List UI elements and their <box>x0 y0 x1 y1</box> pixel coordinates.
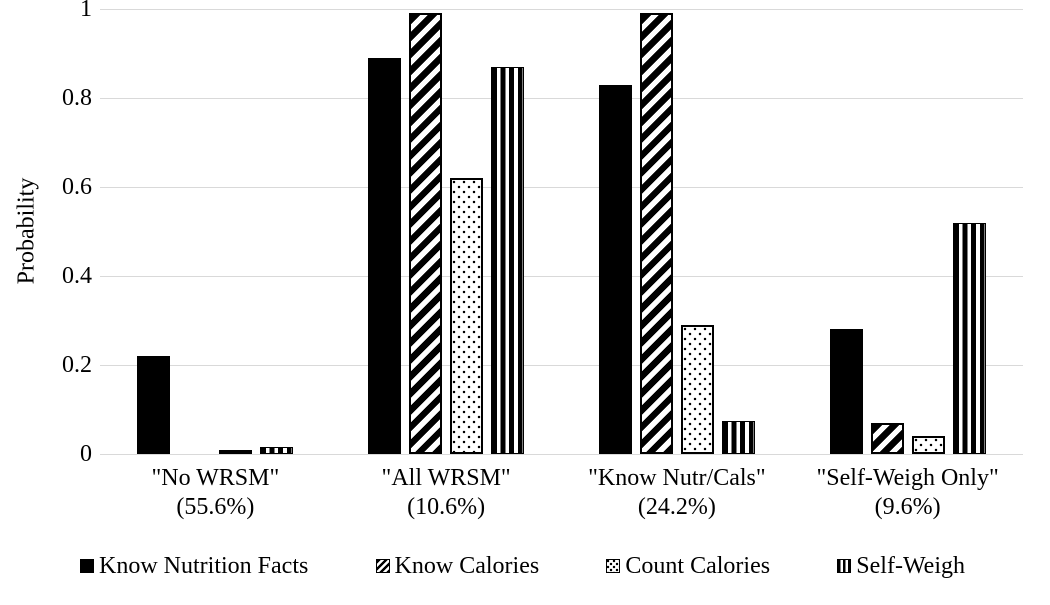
legend-swatch-vertical-stripes <box>837 559 852 573</box>
gridline <box>100 187 1023 188</box>
legend: Know Nutrition Facts Know Calories Count C… <box>80 550 965 582</box>
legend-item-self-weigh: Self-Weigh <box>837 552 965 580</box>
x-category-share: (9.6%) <box>874 494 941 520</box>
bar-count-calories <box>450 178 484 454</box>
bar-know-calories <box>870 422 904 454</box>
y-tick-label: 0.4 <box>62 263 92 289</box>
gridline <box>100 454 1023 455</box>
x-category-name: "All WRSM" <box>381 465 511 491</box>
legend-swatch-diagonal-stripes <box>375 559 390 573</box>
y-tick-label: 1 <box>80 0 92 22</box>
gridline <box>100 9 1023 10</box>
y-axis-title: Probability <box>13 177 40 285</box>
x-category-label: "Know Nutr/Cals" (24.2%) <box>588 464 766 522</box>
gridline <box>100 276 1023 277</box>
legend-swatch-dots <box>606 559 621 573</box>
gridline <box>100 365 1023 366</box>
bar-know-nutrition-facts <box>137 356 171 454</box>
legend-label: Know Calories <box>394 553 540 579</box>
y-tick-label: 0.8 <box>62 85 92 111</box>
bar-self-weigh <box>491 66 525 454</box>
x-category-label: "All WRSM" (10.6%) <box>382 464 511 522</box>
legend-item-know-nutrition-facts: Know Nutrition Facts <box>80 552 308 580</box>
bar-know-calories <box>639 13 673 454</box>
bar-self-weigh <box>952 222 986 454</box>
bar-know-nutrition-facts <box>368 57 402 454</box>
legend-swatch-solid <box>80 559 94 573</box>
x-category-name: "No WRSM" <box>151 465 280 491</box>
legend-item-count-calories: Count Calories <box>606 552 770 580</box>
bar-self-weigh <box>721 420 755 454</box>
x-category-name: "Self-Weigh Only" <box>816 465 999 491</box>
legend-label: Count Calories <box>625 553 771 579</box>
bar-count-calories <box>219 449 253 454</box>
x-category-share: (24.2%) <box>637 494 716 520</box>
y-tick-label: 0 <box>80 441 92 467</box>
x-category-name: "Know Nutr/Cals" <box>588 465 766 491</box>
x-category-share: (55.6%) <box>176 494 255 520</box>
gridline <box>100 98 1023 99</box>
bar-self-weigh <box>260 447 294 454</box>
bar-know-nutrition-facts <box>829 329 863 454</box>
legend-item-know-calories: Know Calories <box>375 552 540 580</box>
bar-know-calories <box>409 13 443 454</box>
y-tick-label: 0.6 <box>62 174 92 200</box>
bar-know-nutrition-facts <box>598 84 632 454</box>
x-category-label: "No WRSM" (55.6%) <box>151 464 279 522</box>
x-category-share: (10.6%) <box>407 494 486 520</box>
legend-label: Self-Weigh <box>856 553 965 579</box>
bar-count-calories <box>911 436 945 454</box>
y-tick-label: 0.2 <box>62 352 92 378</box>
x-category-label: "Self-Weigh Only" (9.6%) <box>816 464 998 522</box>
bar-count-calories <box>680 324 714 454</box>
legend-label: Know Nutrition Facts <box>99 553 309 579</box>
